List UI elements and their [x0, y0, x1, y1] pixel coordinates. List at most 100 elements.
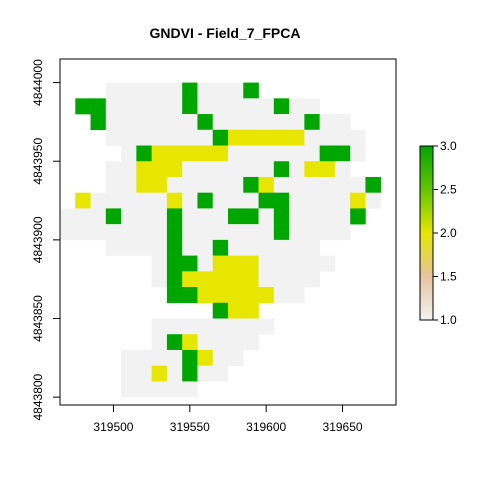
raster-cell: [136, 224, 152, 241]
raster-cell: [151, 365, 168, 382]
raster-cell: [105, 114, 122, 131]
raster-cell: [197, 318, 214, 335]
raster-cell: [182, 82, 198, 99]
raster-cell: [243, 161, 259, 178]
raster-cell: [105, 192, 122, 209]
raster-cell: [228, 208, 244, 225]
raster-cell: [258, 98, 275, 115]
raster-cell: [228, 161, 244, 178]
raster-cell: [258, 114, 275, 131]
raster-cell: [151, 334, 168, 351]
raster-cell: [258, 192, 275, 209]
colorbar-tick-label: 3.0: [440, 139, 457, 153]
raster-cell: [243, 318, 259, 335]
raster-cell: [182, 208, 198, 225]
raster-cell: [243, 255, 259, 272]
raster-cell: [273, 98, 290, 115]
raster-cell: [136, 129, 152, 146]
raster-cell: [182, 114, 198, 131]
raster-cell: [182, 381, 198, 398]
raster-cell: [121, 82, 137, 99]
raster-cell: [228, 255, 244, 272]
raster-cell: [304, 98, 320, 115]
raster-cell: [289, 224, 305, 241]
raster-cell: [228, 98, 244, 115]
raster-cell: [273, 239, 290, 256]
raster-cell: [121, 192, 137, 209]
raster-cell: [136, 381, 152, 398]
raster-cell: [151, 192, 168, 209]
raster-cell: [212, 318, 229, 335]
raster-cell: [151, 129, 168, 146]
raster-cell: [166, 82, 183, 99]
raster-cell: [151, 239, 168, 256]
raster-cell: [182, 145, 198, 162]
raster-cell: [319, 129, 336, 146]
raster-cell: [121, 365, 137, 382]
raster-cell: [151, 224, 168, 241]
raster-cell: [151, 208, 168, 225]
raster-cell: [228, 129, 244, 146]
raster-cell: [90, 224, 107, 241]
raster-cell: [243, 287, 259, 304]
raster-cell: [228, 287, 244, 304]
raster-cell: [243, 271, 259, 288]
raster-cell: [182, 224, 198, 241]
y-tick-label: 4843900: [31, 216, 45, 263]
raster-cell: [105, 239, 122, 256]
x-tick-label: 319600: [246, 420, 286, 434]
y-tick-label: 4843800: [31, 373, 45, 420]
raster-cell: [319, 145, 336, 162]
raster-cell: [228, 114, 244, 131]
raster-cell: [319, 114, 336, 131]
raster-cell: [289, 287, 305, 304]
raster-cell: [136, 349, 152, 366]
raster-cell: [151, 82, 168, 99]
raster-cell: [90, 98, 107, 115]
raster-cell: [105, 98, 122, 115]
raster-cell: [166, 224, 183, 241]
raster-cell: [105, 161, 122, 178]
raster-cell: [136, 208, 152, 225]
raster-cell: [197, 114, 214, 131]
raster-cell: [151, 318, 168, 335]
raster-cell: [289, 271, 305, 288]
colorbar-tick-label: 2.5: [440, 183, 457, 197]
raster-cell: [136, 145, 152, 162]
raster-cell: [75, 192, 91, 209]
raster-cell: [60, 208, 76, 225]
raster-cell: [166, 349, 183, 366]
raster-cell: [289, 114, 305, 131]
raster-cell: [121, 381, 137, 398]
raster-cell: [243, 334, 259, 351]
raster-cell: [258, 176, 275, 193]
raster-cell: [90, 192, 107, 209]
raster-cell: [334, 129, 351, 146]
raster-cell: [90, 208, 107, 225]
raster-cell: [197, 208, 214, 225]
raster-cell: [197, 224, 214, 241]
raster-cell: [151, 114, 168, 131]
raster-cell: [182, 271, 198, 288]
raster-cell: [182, 287, 198, 304]
raster-cell: [258, 224, 275, 241]
raster-cell: [166, 381, 183, 398]
raster-cell: [304, 129, 320, 146]
raster-cell: [212, 114, 229, 131]
raster-cell: [105, 129, 122, 146]
raster-cell: [273, 271, 290, 288]
raster-cell: [243, 302, 259, 319]
raster-cell: [289, 239, 305, 256]
raster-cell: [105, 208, 122, 225]
raster-cell: [151, 271, 168, 288]
raster-cell: [228, 145, 244, 162]
raster-cell: [197, 129, 214, 146]
colorbar-gradient: [419, 145, 434, 321]
raster-cell: [212, 287, 229, 304]
raster-cell: [197, 98, 214, 115]
raster-cell: [105, 176, 122, 193]
raster-cell: [273, 145, 290, 162]
raster-cell: [212, 129, 229, 146]
raster-cell: [182, 129, 198, 146]
raster-cell: [166, 98, 183, 115]
